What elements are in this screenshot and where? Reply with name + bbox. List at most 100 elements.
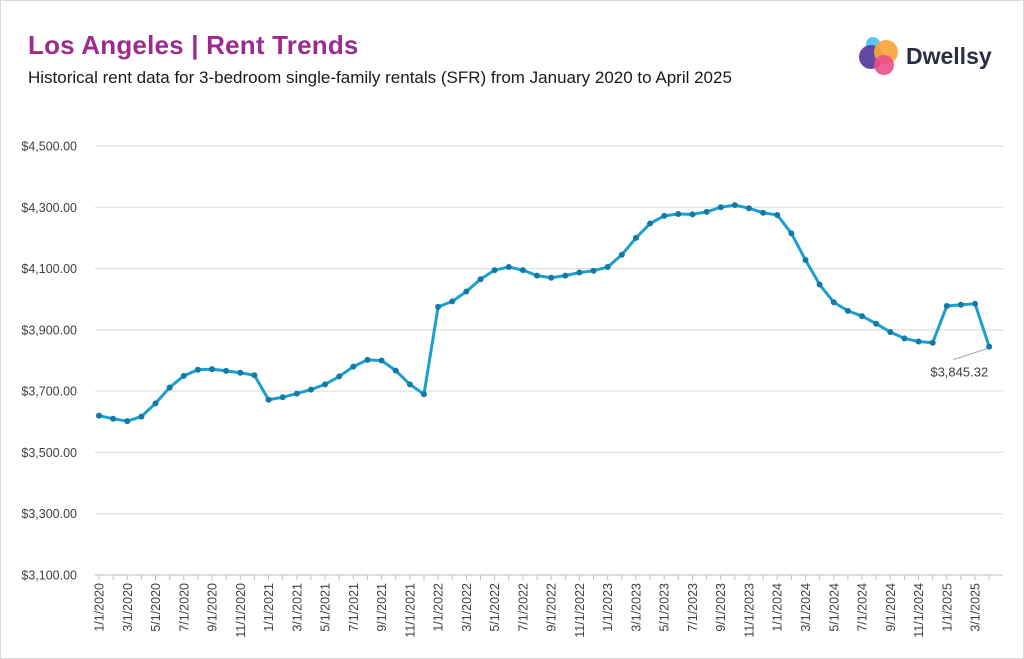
data-point (364, 356, 371, 363)
data-point (745, 205, 752, 212)
annotation-leader (953, 348, 988, 361)
data-point (491, 267, 498, 274)
data-point (435, 303, 442, 310)
x-tick-label: 3/1/2022 (460, 583, 474, 632)
x-tick-label: 7/1/2022 (516, 583, 530, 632)
x-tick-label: 9/1/2023 (714, 583, 728, 632)
data-point (717, 204, 724, 211)
data-point (307, 386, 314, 393)
x-axis: 1/1/2020 3/1/2020 5/1/2020 7/1/2020 9/1/2020… (93, 574, 1003, 638)
x-tick-label: 7/1/2020 (177, 583, 191, 632)
data-point (562, 272, 569, 279)
x-tick-label: 5/1/2023 (658, 583, 672, 632)
data-point (336, 373, 343, 380)
data-point (887, 329, 894, 336)
logo-circles-icon (859, 37, 898, 75)
x-tick-label: 9/1/2020 (206, 583, 220, 632)
y-tick-label: $3,100.00 (21, 569, 77, 583)
x-tick-label: 11/1/2020 (234, 583, 248, 638)
data-point (731, 202, 738, 209)
data-point (689, 211, 696, 218)
brand-name: Dwellsy (906, 43, 992, 69)
data-point (618, 251, 625, 258)
series-layer (96, 202, 993, 425)
x-tick-label: 5/1/2021 (319, 583, 333, 632)
data-point (449, 298, 456, 305)
data-point (703, 208, 710, 215)
data-point (604, 264, 611, 271)
y-tick-label: $3,500.00 (21, 446, 77, 460)
data-point (350, 363, 357, 370)
data-point (957, 301, 964, 308)
x-tick-label: 1/1/2024 (771, 583, 785, 632)
x-tick-label: 9/1/2022 (545, 583, 559, 632)
data-point (661, 212, 668, 219)
x-tick-label: 11/1/2022 (573, 583, 587, 638)
x-tick-label: 1/1/2025 (940, 583, 954, 632)
data-point (378, 357, 385, 364)
data-point (322, 381, 329, 388)
x-tick-label: 7/1/2024 (856, 583, 870, 632)
data-point (830, 299, 837, 306)
data-point (166, 384, 173, 391)
data-point (760, 209, 767, 216)
data-point (986, 343, 993, 350)
data-point (788, 230, 795, 237)
data-point (519, 267, 526, 274)
x-tick-label: 11/1/2024 (912, 583, 926, 638)
x-tick-label: 9/1/2021 (375, 583, 389, 632)
data-point (816, 281, 823, 288)
data-point (590, 267, 597, 274)
x-tick-label: 3/1/2023 (629, 583, 643, 632)
data-point (972, 300, 979, 307)
data-point (110, 415, 117, 422)
x-tick-label: 11/1/2023 (742, 583, 756, 638)
chart-subtitle: Historical rent data for 3-bedroom singl… (28, 68, 732, 87)
data-point (152, 400, 159, 407)
x-tick-label: 7/1/2023 (686, 583, 700, 632)
data-point (124, 418, 131, 425)
data-point (943, 302, 950, 309)
data-point (576, 269, 583, 276)
x-tick-label: 3/1/2025 (969, 583, 983, 632)
x-tick-label: 9/1/2024 (884, 583, 898, 632)
data-point (844, 307, 851, 314)
x-tick-label: 3/1/2020 (121, 583, 135, 632)
data-point (901, 335, 908, 342)
y-tick-label: $4,100.00 (21, 262, 77, 276)
data-point (534, 272, 541, 279)
data-point (774, 211, 781, 218)
data-point (915, 338, 922, 345)
data-point (392, 367, 399, 374)
data-point (251, 372, 258, 379)
y-tick-label: $4,300.00 (21, 201, 77, 215)
y-tick-label: $4,500.00 (21, 140, 77, 154)
data-point (237, 369, 244, 376)
data-point (223, 367, 230, 374)
data-point (548, 274, 555, 281)
data-point (265, 396, 272, 403)
data-point (406, 381, 413, 388)
data-point (929, 339, 936, 346)
x-tick-label: 1/1/2021 (262, 583, 276, 632)
data-point (873, 320, 880, 327)
data-point (194, 366, 201, 373)
x-tick-label: 1/1/2022 (432, 583, 446, 632)
x-tick-label: 3/1/2024 (799, 583, 813, 632)
data-point (209, 366, 216, 373)
y-tick-label: $3,900.00 (21, 323, 77, 337)
y-tick-label: $3,300.00 (21, 507, 77, 521)
data-point (647, 220, 654, 227)
data-point (859, 313, 866, 320)
x-tick-label: 1/1/2023 (601, 583, 615, 632)
data-point (505, 264, 512, 271)
x-tick-label: 5/1/2022 (488, 583, 502, 632)
data-point (463, 288, 470, 295)
x-tick-label: 5/1/2024 (827, 583, 841, 632)
y-tick-label: $3,700.00 (21, 385, 77, 399)
data-point (96, 412, 102, 419)
data-point (138, 413, 145, 420)
data-point (632, 234, 639, 241)
data-point (279, 394, 286, 401)
